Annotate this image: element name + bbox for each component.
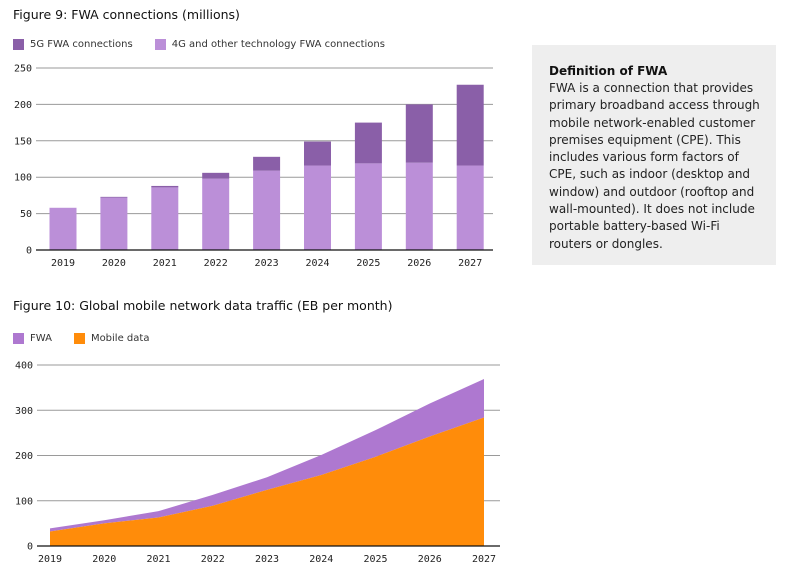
legend-swatch-5g (13, 39, 24, 50)
bar-5g-2021 (151, 185, 179, 188)
bar-5g-2020 (100, 196, 128, 198)
figure-9-title: Figure 9: FWA connections (millions) (13, 7, 240, 22)
definition-body: FWA is a connection that provides primar… (549, 81, 760, 251)
bar-4g-2021 (151, 187, 179, 250)
fig9-x-tick-label: 2022 (204, 258, 228, 269)
fig10-x-tick-label: 2024 (309, 554, 333, 565)
bar-5g-2023 (253, 156, 281, 171)
figure-10-title: Figure 10: Global mobile network data tr… (13, 298, 393, 313)
fig10-x-tick-label: 2025 (363, 554, 387, 565)
legend-label-4g: 4G and other technology FWA connections (171, 39, 385, 50)
bar-5g-2025 (354, 122, 382, 164)
fig9-x-tick-label: 2024 (305, 258, 329, 269)
fig9-x-tick-label: 2025 (356, 258, 380, 269)
fig10-x-tick-label: 2023 (255, 554, 279, 565)
legend-swatch-mobile (73, 333, 85, 344)
bar-4g-2019 (49, 207, 77, 250)
figure-10-legend: FWA Mobile data (13, 333, 171, 344)
fig9-y-tick-label: 250 (14, 64, 32, 75)
bar-5g-2024 (304, 141, 331, 166)
fig9-y-tick-label: 0 (26, 246, 32, 257)
bar-4g-2026 (405, 162, 433, 250)
definition-box: Definition of FWA FWA is a connection th… (532, 45, 776, 265)
bar-4g-2022 (202, 178, 230, 250)
legend-label-mobile: Mobile data (90, 333, 150, 344)
bar-4g-2025 (354, 163, 382, 250)
legend-swatch-fwa (13, 333, 24, 344)
bar-5g-2026 (405, 104, 433, 163)
fig10-y-tick-label: 0 (27, 542, 33, 553)
fig9-x-tick-label: 2027 (458, 258, 482, 269)
fig10-y-tick-label: 100 (15, 496, 33, 507)
bar-4g-2020 (100, 197, 128, 250)
fig9-y-tick-label: 50 (20, 209, 32, 220)
fig10-y-tick-label: 400 (15, 361, 33, 372)
fig9-x-tick-label: 2026 (407, 258, 431, 269)
fig10-x-tick-label: 2020 (92, 554, 116, 565)
area-mobile-data (50, 417, 484, 546)
fig10-x-tick-label: 2021 (146, 554, 170, 565)
legend-item-mobile: Mobile data (73, 333, 150, 344)
fig10-y-tick-label: 200 (15, 451, 33, 462)
fig9-x-tick-label: 2021 (153, 258, 177, 269)
bar-4g-2023 (253, 170, 281, 250)
legend-item-4g: 4G and other technology FWA connections (154, 39, 385, 50)
definition-title: Definition of FWA (549, 64, 668, 78)
fig10-x-tick-label: 2027 (472, 554, 496, 565)
fig9-x-tick-label: 2020 (102, 258, 126, 269)
legend-item-5g: 5G FWA connections (13, 39, 133, 50)
fig9-y-tick-label: 100 (14, 173, 32, 184)
fig10-x-tick-label: 2026 (418, 554, 442, 565)
legend-label-5g: 5G FWA connections (30, 39, 133, 50)
legend-item-fwa: FWA (13, 333, 52, 344)
fig9-y-tick-label: 200 (14, 100, 32, 111)
fig9-y-tick-label: 150 (14, 136, 32, 147)
bar-4g-2027 (456, 165, 484, 250)
figure-9-legend: 5G FWA connections 4G and other technolo… (13, 39, 407, 50)
bar-5g-2027 (456, 84, 484, 166)
fig10-x-tick-label: 2019 (38, 554, 62, 565)
legend-swatch-4g (154, 39, 166, 50)
fig9-x-tick-label: 2019 (51, 258, 75, 269)
fig10-x-tick-label: 2022 (201, 554, 225, 565)
legend-label-fwa: FWA (30, 333, 52, 344)
bar-4g-2024 (304, 165, 331, 250)
bar-5g-2022 (202, 172, 230, 179)
fig9-x-tick-label: 2023 (255, 258, 279, 269)
fig10-y-tick-label: 300 (15, 406, 33, 417)
